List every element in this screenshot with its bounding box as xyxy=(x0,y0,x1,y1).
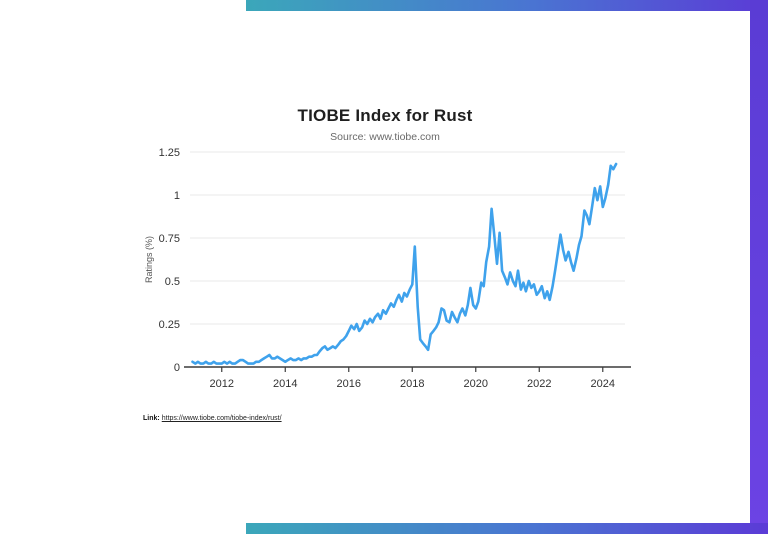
svg-text:1.25: 1.25 xyxy=(159,147,180,159)
link-row: Link: https://www.tiobe.com/tiobe-index/r… xyxy=(143,415,282,422)
svg-text:2016: 2016 xyxy=(337,378,361,390)
svg-text:1: 1 xyxy=(174,190,180,202)
x-axis: 2012 2014 2016 2018 2020 2022 2024 xyxy=(184,366,631,390)
chart-subtitle: Source: www.tiobe.com xyxy=(330,131,440,143)
top-gradient-bar xyxy=(246,0,768,11)
y-axis-title: Ratings (%) xyxy=(144,236,154,283)
right-gradient-bar xyxy=(750,0,768,534)
svg-text:0.25: 0.25 xyxy=(159,319,180,331)
gridlines xyxy=(190,151,625,368)
svg-text:2018: 2018 xyxy=(400,378,424,390)
rust-rating-line xyxy=(191,162,618,365)
tiobe-link[interactable]: https://www.tiobe.com/tiobe-index/rust/ xyxy=(161,415,282,422)
link-label: Link: xyxy=(143,415,160,422)
svg-text:2020: 2020 xyxy=(464,378,488,390)
svg-text:0.75: 0.75 xyxy=(159,233,180,245)
chart-card: TIOBE Index for Rust Source: www.tiobe.c… xyxy=(130,75,640,460)
svg-text:2014: 2014 xyxy=(273,378,297,390)
svg-text:0: 0 xyxy=(174,362,180,374)
chart-title: TIOBE Index for Rust xyxy=(297,106,473,125)
y-axis-tick-labels: 0 0.25 0.5 0.75 1 1.25 xyxy=(159,147,180,374)
svg-text:2022: 2022 xyxy=(527,378,551,390)
svg-text:2012: 2012 xyxy=(210,378,234,390)
bottom-gradient-bar xyxy=(246,523,768,534)
svg-text:2024: 2024 xyxy=(591,378,615,390)
svg-text:0.5: 0.5 xyxy=(165,276,180,288)
